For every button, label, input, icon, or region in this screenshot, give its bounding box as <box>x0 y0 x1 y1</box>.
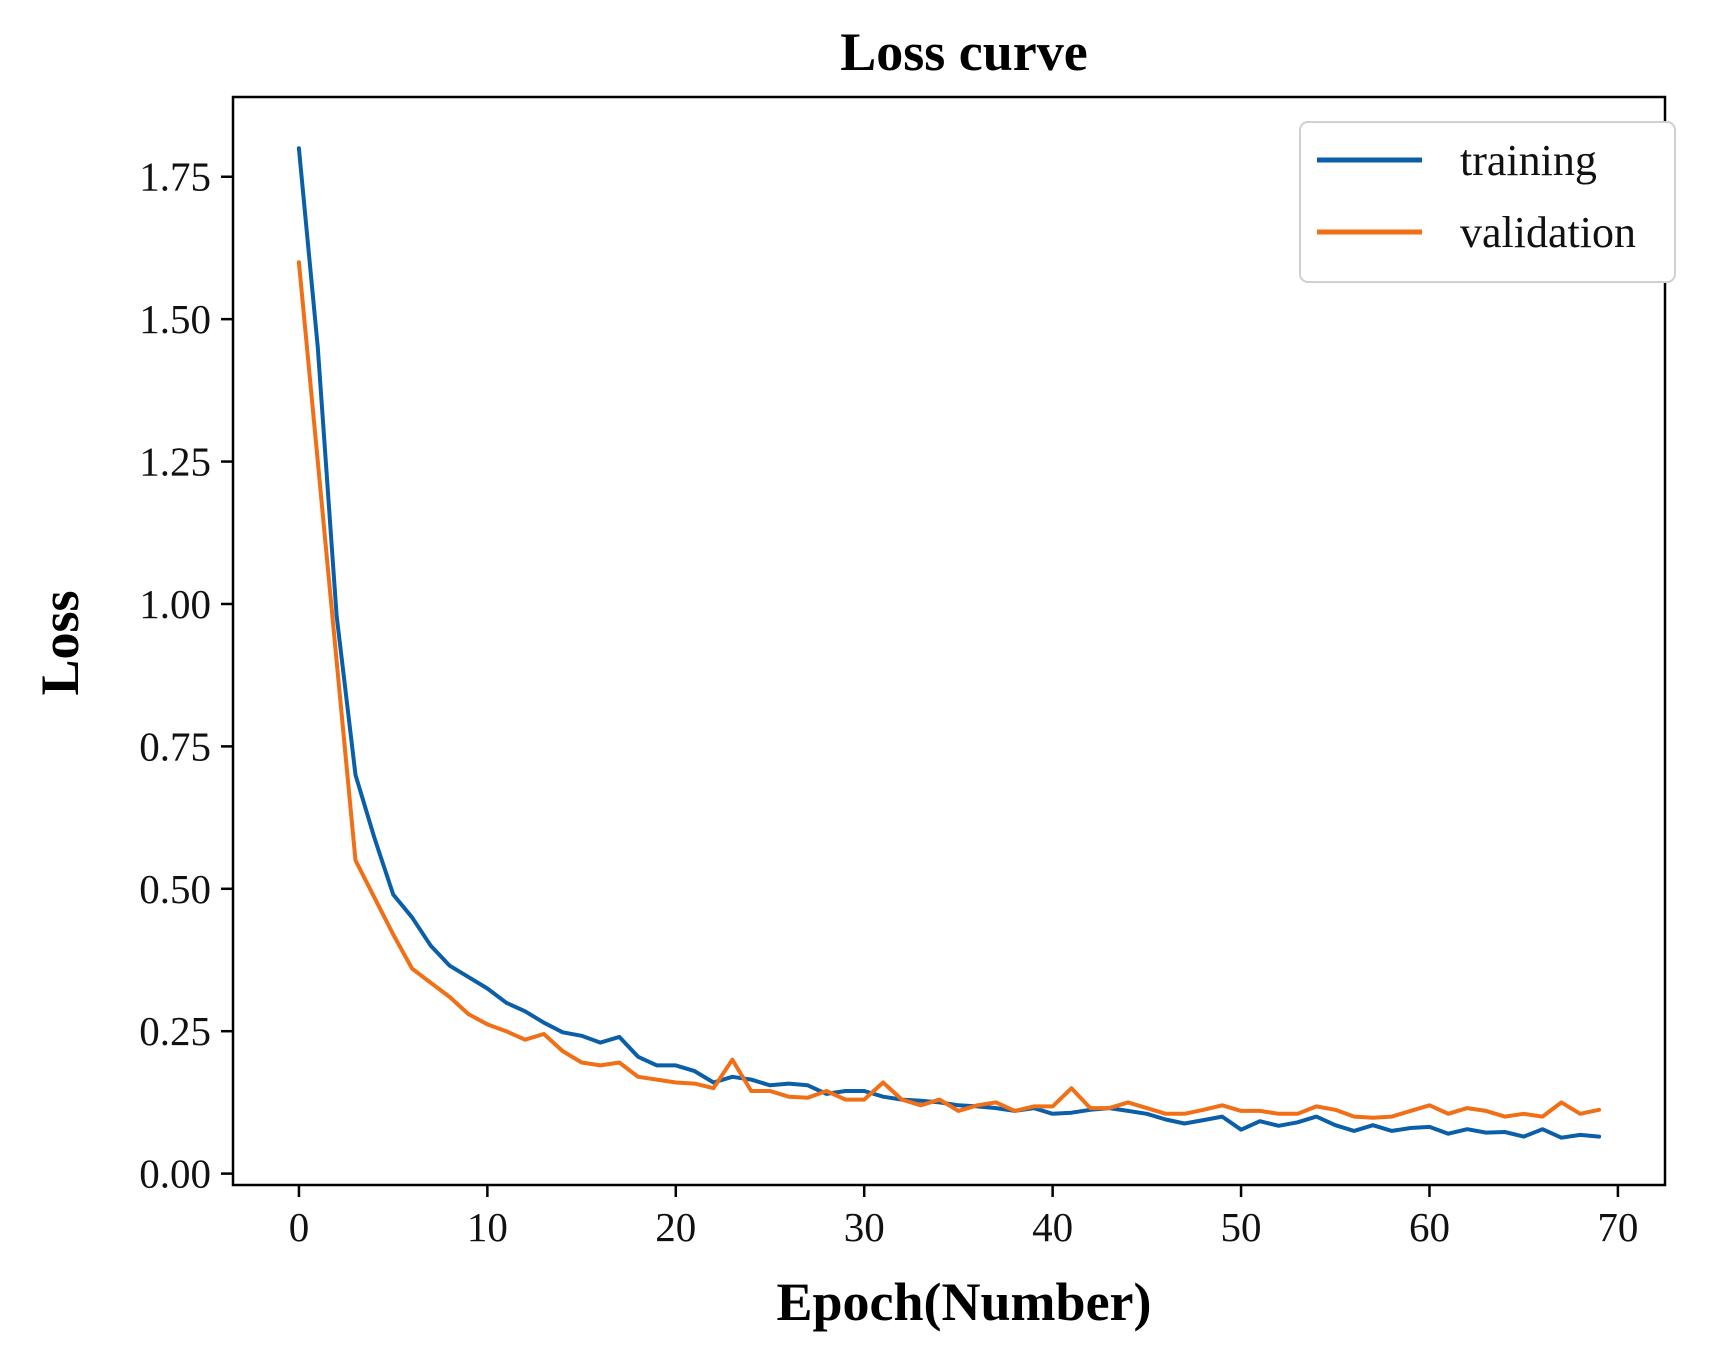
y-axis-label: Loss <box>30 590 90 695</box>
y-tick-label: 0.50 <box>139 866 211 912</box>
y-tick-label: 1.00 <box>139 581 211 627</box>
chart-title: Loss curve <box>840 22 1087 82</box>
y-tick-label: 0.75 <box>139 723 211 769</box>
x-tick-label: 40 <box>1032 1204 1073 1250</box>
x-tick-label: 20 <box>655 1204 696 1250</box>
plot-frame <box>231 95 1667 1187</box>
y-tick-label: 1.75 <box>139 154 211 200</box>
axis-ticks: 0 10 20 30 40 50 60 70 0.00 0.25 0.50 0.75 1.00 1.25 1… <box>139 154 1638 1250</box>
y-tick-label: 0.25 <box>139 1008 211 1054</box>
y-tick-label: 0.00 <box>139 1151 211 1197</box>
x-tick-label: 50 <box>1221 1204 1262 1250</box>
x-tick-label: 70 <box>1597 1204 1638 1250</box>
x-axis-label: Epoch(Number) <box>777 1272 1152 1332</box>
legend-label-training: training <box>1460 136 1597 185</box>
x-tick-label: 0 <box>289 1204 310 1250</box>
x-tick-label: 60 <box>1409 1204 1450 1250</box>
series-line-validation <box>296 260 1602 1120</box>
plot-series <box>296 146 1602 1140</box>
x-tick-label: 30 <box>844 1204 885 1250</box>
y-tick-label: 1.25 <box>139 439 211 485</box>
x-tick-label: 10 <box>467 1204 508 1250</box>
legend-label-validation: validation <box>1460 208 1636 257</box>
legend: training validation <box>1299 121 1676 283</box>
series-line-training <box>296 146 1602 1140</box>
y-tick-label: 1.50 <box>139 296 211 342</box>
